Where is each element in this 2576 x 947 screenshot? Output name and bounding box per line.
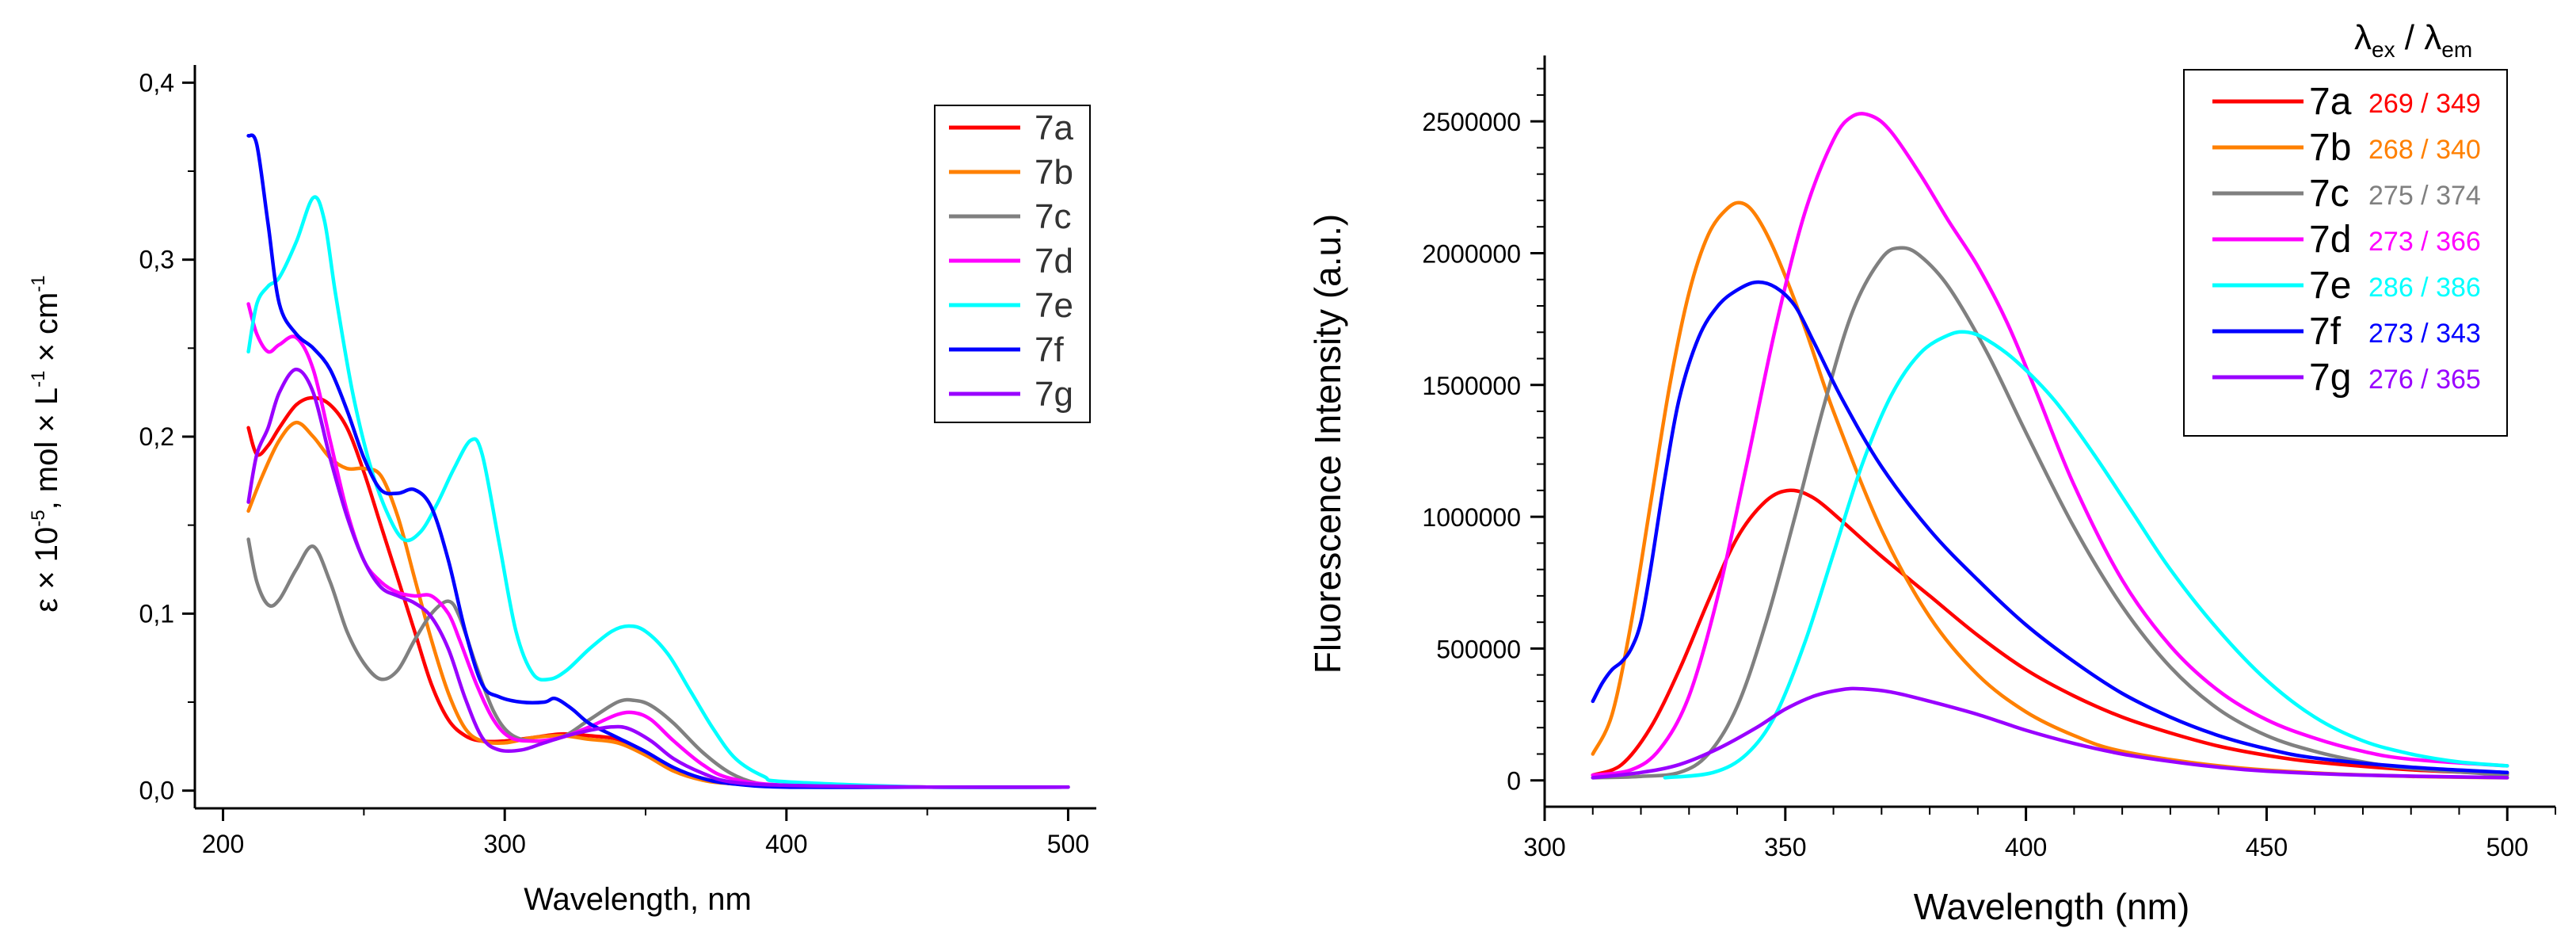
fluorescence-series-7e <box>1663 330 2509 780</box>
absorption-x-tick-label: 200 <box>202 830 244 858</box>
fluorescence-legend-label-7g: 7g <box>2309 357 2351 399</box>
absorption-series-7d <box>246 302 1070 789</box>
fluorescence-y-axis-title: Fluorescence Intensity (a.u.) <box>1307 214 1348 674</box>
fluorescence-x-axis-title: Wavelength (nm) <box>1914 886 2190 927</box>
absorption-legend-frame <box>934 105 1091 423</box>
absorption-x-tick-label: 300 <box>483 830 525 858</box>
absorption-axes: 200 300 400 500 0,0 0,1 0,2 0,3 0,4 <box>139 65 1096 858</box>
fluorescence-y-tick-label: 1500000 <box>1422 372 1521 400</box>
absorption-x-tick-label: 400 <box>765 830 807 858</box>
absorption-y-title-part-a: ε × 10 <box>29 527 64 613</box>
absorption-y-axis-title: ε × 10-5, mol × L-1 × cm-1 <box>28 275 64 612</box>
fluorescence-legend-exem-7g: 276 / 365 <box>2368 365 2481 395</box>
absorption-y-tick-label: 0,0 <box>139 777 174 805</box>
fluorescence-series-7d <box>1591 112 2509 777</box>
absorption-legend-label-7e: 7e <box>1035 286 1073 325</box>
absorption-series-7f <box>246 133 1070 789</box>
fluorescence-y-tick-label: 2000000 <box>1422 239 1521 268</box>
fluorescence-legend-header: λex / λem <box>2354 18 2472 62</box>
fluorescence-x-tick-label: 400 <box>2005 833 2047 861</box>
absorption-series-7g <box>246 367 1070 789</box>
absorption-y-title-sup-c: -1 <box>28 275 49 292</box>
absorption-y-title-part-c: × cm <box>29 292 64 371</box>
fluorescence-legend: 7a 269 / 349 7b 268 / 340 7c 275 / 374 7d 273 /… <box>2183 69 2508 437</box>
fluorescence-legend-exem-7f: 273 / 343 <box>2368 319 2481 349</box>
fluorescence-x-tick-label: 300 <box>1523 833 1565 861</box>
fluorescence-series-7f <box>1591 280 2509 775</box>
absorption-y-tick-label: 0,3 <box>139 246 174 274</box>
absorption-y-tick-label: 0,1 <box>139 599 174 628</box>
fluorescence-series-group <box>1591 112 2509 780</box>
fluorescence-chart: 300 350 400 450 500 0 500000 1000000 1500000 2000… <box>1307 18 2556 927</box>
absorption-y-title-part-b: , mol × L <box>29 388 64 510</box>
fluorescence-legend-label-7c: 7c <box>2309 173 2349 215</box>
absorption-legend-label-7d: 7d <box>1035 242 1073 281</box>
fluorescence-series-7a <box>1591 488 2509 777</box>
legend-header-separator: / <box>2395 18 2425 57</box>
absorption-legend-label-7g: 7g <box>1035 375 1073 414</box>
absorption-series-7e <box>246 195 1070 789</box>
absorption-series-7a <box>246 395 1070 789</box>
fluorescence-y-tick-label: 0 <box>1507 767 1521 796</box>
fluorescence-y-tick-label: 1000000 <box>1422 503 1521 532</box>
fluorescence-legend-exem-7a: 269 / 349 <box>2368 89 2481 119</box>
absorption-y-tick-label: 0,4 <box>139 68 174 97</box>
legend-header-sub-em: em <box>2441 37 2472 62</box>
fluorescence-legend-exem-7c: 275 / 374 <box>2368 181 2481 211</box>
legend-header-sub-ex: ex <box>2372 37 2395 62</box>
absorption-chart: 200 300 400 500 0,0 0,1 0,2 0,3 0,4 Wavelength, … <box>28 65 1096 917</box>
absorption-x-tick-label: 500 <box>1047 830 1089 858</box>
absorption-legend-label-7c: 7c <box>1035 197 1071 236</box>
fluorescence-legend-exem-7e: 286 / 386 <box>2368 273 2481 303</box>
absorption-series-group <box>246 133 1070 789</box>
fluorescence-series-7g <box>1591 686 2509 780</box>
absorption-y-tick-label: 0,2 <box>139 422 174 451</box>
fluorescence-axes: 300 350 400 450 500 0 500000 1000000 1500000 2000… <box>1422 55 2556 861</box>
fluorescence-series-7c <box>1591 246 2509 780</box>
fluorescence-legend-label-7b: 7b <box>2309 127 2351 169</box>
absorption-y-title-sup-a: -5 <box>28 510 49 526</box>
fluorescence-x-tick-label: 500 <box>2486 833 2528 861</box>
absorption-legend-label-7b: 7b <box>1035 153 1073 192</box>
fluorescence-x-tick-label: 450 <box>2246 833 2288 861</box>
absorption-legend: 7a 7b 7c 7d 7e 7f 7g <box>934 105 1091 423</box>
fluorescence-legend-label-7e: 7e <box>2309 265 2351 307</box>
fluorescence-legend-exem-7b: 268 / 340 <box>2368 135 2481 165</box>
fluorescence-legend-exem-7d: 273 / 366 <box>2368 227 2481 257</box>
legend-header-lambda-ex: λ <box>2354 18 2372 57</box>
fluorescence-legend-label-7a: 7a <box>2309 81 2352 123</box>
fluorescence-y-tick-label: 2500000 <box>1422 108 1521 136</box>
legend-header-lambda-em: λ <box>2424 18 2441 57</box>
fluorescence-legend-label-7f: 7f <box>2309 311 2342 353</box>
absorption-x-axis-title: Wavelength, nm <box>524 882 752 917</box>
absorption-y-title-sup-b: -1 <box>28 371 49 388</box>
fluorescence-legend-label-7d: 7d <box>2309 219 2351 261</box>
fluorescence-legend-frame <box>2183 69 2508 437</box>
absorption-legend-label-7a: 7a <box>1035 109 1073 147</box>
fluorescence-y-tick-label: 500000 <box>1436 635 1521 663</box>
absorption-legend-label-7f: 7f <box>1035 330 1064 369</box>
fluorescence-x-tick-label: 350 <box>1764 833 1806 861</box>
